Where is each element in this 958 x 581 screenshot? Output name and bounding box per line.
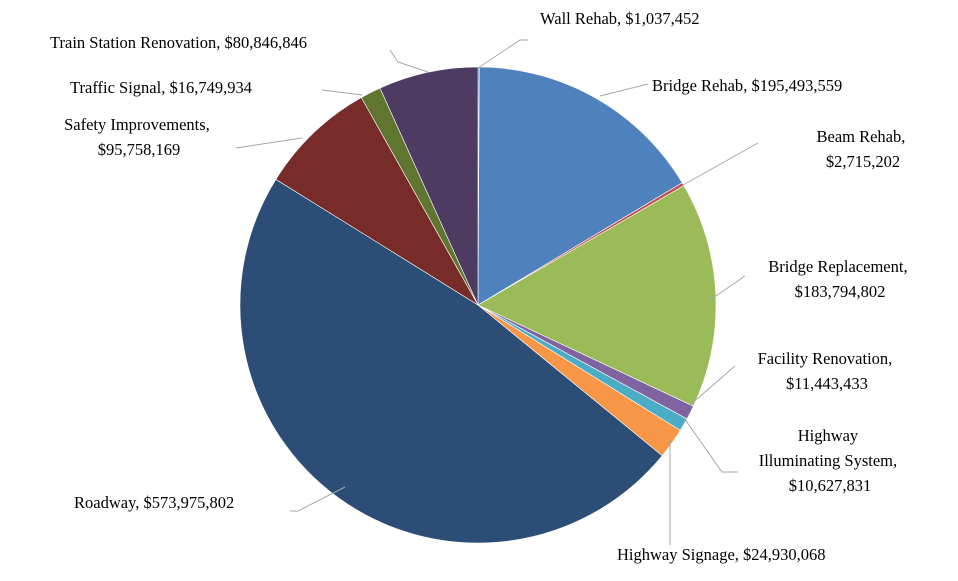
slice-value: $24,930,068 (743, 545, 826, 564)
leader-lines (235, 39, 759, 545)
slice-name: Wall Rehab (540, 9, 617, 28)
pie-slice-train-station-renovation (379, 66, 479, 306)
slice-name: Facility Renovation (758, 349, 889, 368)
label-separator: , (206, 115, 210, 134)
slice-name: Train Station Renovation (50, 33, 216, 52)
data-label-highway-illuminating: Highway Illuminating System, $10,627,831 (759, 426, 902, 495)
slice-name-line-1: Highway (798, 426, 859, 445)
slice-name: Safety Improvements (64, 115, 206, 134)
slice-value: $183,794,802 (795, 282, 886, 301)
leader-line-bridge-replacement (709, 275, 746, 301)
slice-value: $573,975,802 (144, 493, 235, 512)
data-label-bridge-replacement: Bridge Replacement, $183,794,802 (768, 257, 911, 301)
data-label-train-station: Train Station Renovation, $80,846,846 (50, 33, 307, 52)
leader-line-train-station (389, 49, 429, 73)
slice-name: Bridge Rehab (652, 76, 743, 95)
pie-slice-roadway (239, 178, 663, 544)
leader-line-wall-rehab (477, 39, 528, 69)
slice-value: $95,758,169 (98, 140, 181, 159)
label-separator: , (743, 76, 751, 95)
leader-line-beam-rehab (682, 142, 759, 186)
label-separator: , (888, 349, 892, 368)
pie-slice-safety-improvements (275, 97, 479, 306)
leader-line-roadway (290, 486, 346, 512)
slice-value: $195,493,559 (751, 76, 842, 95)
slice-value: $2,715,202 (826, 152, 900, 171)
label-separator: , (216, 33, 224, 52)
pie-slice-bridge-replacement (477, 185, 717, 407)
data-labels: Wall Rehab, $1,037,452 Bridge Rehab, $19… (50, 9, 911, 564)
label-separator: , (617, 9, 625, 28)
pie-slice-bridge-rehab (477, 66, 683, 306)
leader-line-traffic-signal (321, 89, 363, 96)
slice-value: $16,749,934 (169, 78, 252, 97)
slice-value: $10,627,831 (789, 476, 872, 495)
leader-line-safety-improvements (235, 137, 303, 149)
label-separator: , (735, 545, 743, 564)
label-separator: , (901, 127, 905, 146)
leader-line-bridge-rehab (599, 83, 649, 97)
slice-name-line-2: Illuminating System, (759, 451, 897, 470)
data-label-facility-renovation: Facility Renovation, $11,443,433 (758, 349, 897, 393)
leader-line-highway-illuminating (683, 417, 738, 473)
slice-value: $1,037,452 (625, 9, 699, 28)
data-label-safety-improvements: Safety Improvements, $95,758,169 (64, 115, 214, 159)
slice-name: Highway Signage (617, 545, 735, 564)
slice-name: Beam Rehab (816, 127, 901, 146)
label-separator: , (903, 257, 907, 276)
pie-slices (239, 66, 717, 544)
leader-line-facility-renovation (689, 365, 736, 406)
label-separator: , (161, 78, 169, 97)
data-label-wall-rehab: Wall Rehab, $1,037,452 (540, 9, 700, 28)
slice-value: $80,846,846 (224, 33, 307, 52)
data-label-highway-signage: Highway Signage, $24,930,068 (617, 545, 826, 564)
slice-value: $11,443,433 (786, 374, 868, 393)
slice-name: Roadway (74, 493, 137, 512)
data-label-bridge-rehab: Bridge Rehab, $195,493,559 (652, 76, 842, 95)
data-label-beam-rehab: Beam Rehab, $2,715,202 (816, 127, 909, 171)
data-label-roadway: Roadway, $573,975,802 (74, 493, 234, 512)
data-label-traffic-signal: Traffic Signal, $16,749,934 (70, 78, 252, 97)
slice-name: Traffic Signal (70, 78, 162, 97)
label-separator: , (135, 493, 143, 512)
slice-name: Bridge Replacement (768, 257, 904, 276)
